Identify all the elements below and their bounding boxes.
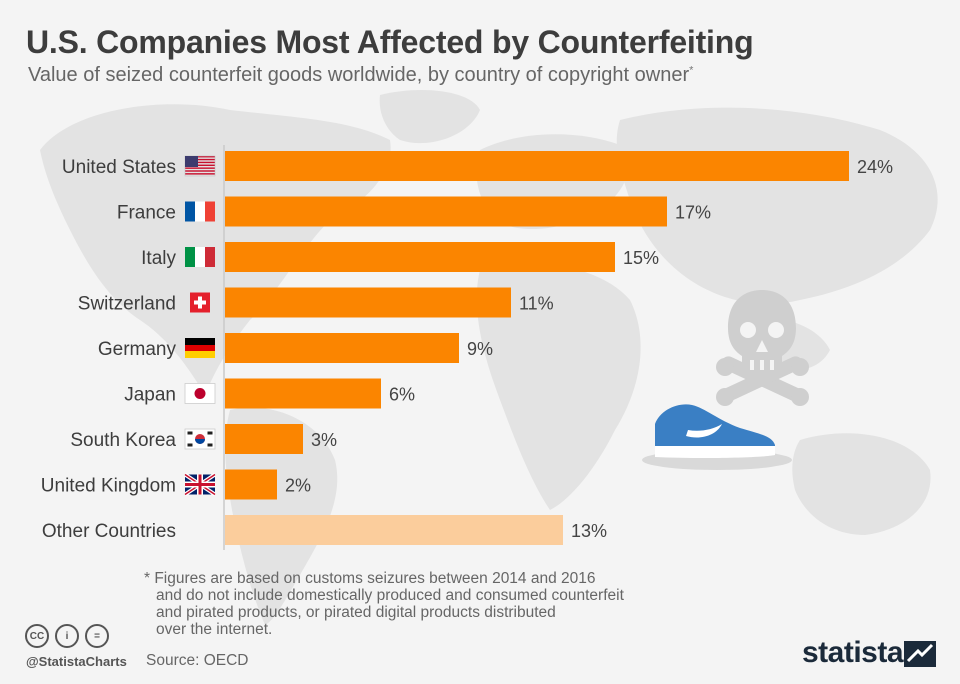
france-flag-icon bbox=[185, 201, 215, 222]
bar bbox=[225, 333, 459, 363]
data-label: 15% bbox=[623, 248, 659, 268]
category-label: United Kingdom bbox=[41, 476, 176, 497]
data-label: 11% bbox=[519, 294, 554, 314]
sneaker-icon bbox=[642, 404, 792, 470]
category-label: Switzerland bbox=[78, 294, 176, 315]
skull-crossbones-icon bbox=[716, 290, 809, 406]
no-derivatives-icon[interactable]: = bbox=[85, 624, 109, 648]
switzerland-flag-icon bbox=[190, 292, 210, 313]
category-label: United States bbox=[62, 157, 176, 178]
bar bbox=[225, 515, 563, 545]
statista-logo[interactable]: statista bbox=[802, 636, 904, 669]
illustration bbox=[642, 290, 809, 470]
source-credit: Source: OECD bbox=[146, 652, 249, 669]
chart-title: U.S. Companies Most Affected by Counterf… bbox=[26, 24, 754, 60]
data-label: 9% bbox=[467, 339, 493, 359]
us-flag-icon bbox=[184, 155, 216, 177]
japan-flag-icon bbox=[184, 383, 216, 404]
statista-logo-mark bbox=[904, 641, 936, 667]
category-label: France bbox=[117, 203, 176, 224]
footnote-line: * Figures are based on customs seizures … bbox=[144, 570, 596, 587]
subtitle-text: Value of seized counterfeit goods worldw… bbox=[28, 64, 690, 86]
footnote-line: over the internet. bbox=[156, 621, 273, 638]
category-label: Other Countries bbox=[42, 521, 176, 542]
creative-commons-icon[interactable]: CC bbox=[25, 624, 49, 648]
footnote-line: and do not include domestically produced… bbox=[156, 587, 624, 604]
footnote: * Figures are based on customs seizures … bbox=[144, 570, 704, 638]
data-label: 24% bbox=[857, 157, 893, 177]
category-label: South Korea bbox=[70, 430, 176, 451]
bar bbox=[225, 242, 615, 272]
bar bbox=[225, 151, 849, 181]
bar bbox=[225, 196, 667, 227]
social-handle[interactable]: @StatistaCharts bbox=[26, 654, 127, 669]
data-label: 13% bbox=[571, 521, 607, 541]
map-africa bbox=[476, 263, 641, 510]
south-korea-flag-icon bbox=[184, 428, 216, 450]
chart-subtitle: Value of seized counterfeit goods worldw… bbox=[28, 64, 693, 87]
data-label: 3% bbox=[311, 430, 337, 450]
bar bbox=[225, 424, 303, 454]
subtitle-footnote-mark: * bbox=[689, 64, 694, 77]
germany-flag-icon bbox=[185, 338, 215, 358]
data-label: 6% bbox=[389, 385, 415, 405]
footnote-line: and pirated products, or pirated digital… bbox=[156, 604, 556, 621]
bar bbox=[225, 469, 277, 500]
data-label: 17% bbox=[675, 203, 711, 223]
map-greenland bbox=[379, 90, 480, 144]
category-label: Germany bbox=[98, 339, 177, 360]
italy-flag-icon bbox=[185, 247, 215, 267]
map-australia bbox=[792, 433, 931, 535]
bar bbox=[225, 287, 511, 318]
category-label: Italy bbox=[141, 248, 176, 269]
license-icons: CC i = bbox=[25, 624, 109, 648]
attribution-icon[interactable]: i bbox=[55, 624, 79, 648]
bar bbox=[225, 378, 381, 409]
uk-flag-icon bbox=[183, 472, 217, 497]
data-label: 2% bbox=[285, 476, 311, 496]
category-label: Japan bbox=[124, 385, 176, 406]
